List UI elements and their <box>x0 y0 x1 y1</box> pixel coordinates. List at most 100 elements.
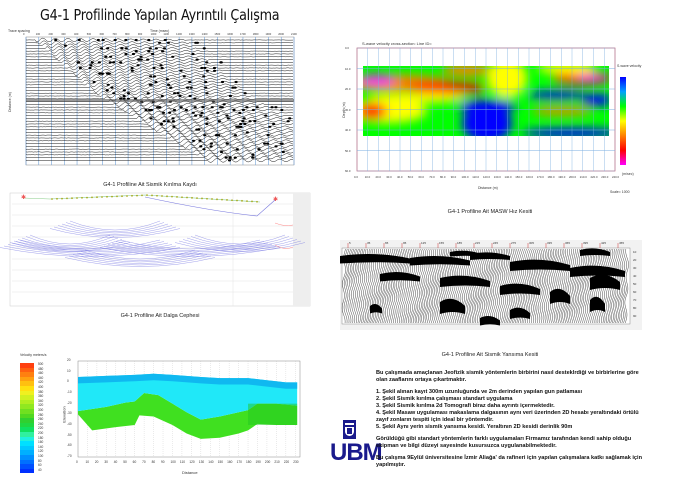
legend-value: 500 <box>38 362 44 366</box>
top-tick-label: 215 <box>475 241 481 245</box>
trace <box>25 107 294 113</box>
velocity-blob <box>367 93 467 103</box>
wiggle-fill <box>233 156 237 159</box>
x-tick-label: 1600 <box>227 33 233 36</box>
right-tick-label: 90 <box>633 314 637 318</box>
wavefront-arc <box>72 254 208 264</box>
legend-swatch <box>20 468 34 474</box>
wavefront-arc <box>49 228 181 238</box>
trace <box>477 248 482 324</box>
legend-value: 420 <box>38 380 44 385</box>
trace <box>557 248 563 324</box>
wiggle-fill <box>120 47 124 50</box>
wiggle-fill <box>241 108 245 112</box>
wavefront-arc <box>178 240 302 251</box>
wavefront-arc <box>57 225 173 235</box>
top-tick-label: 5 <box>349 241 351 245</box>
refractor <box>144 196 276 217</box>
geophone <box>236 199 238 202</box>
x-tick-label: 200 <box>48 33 53 36</box>
description-item: 4. Şekil Masaw uygulaması makaslama dalg… <box>376 410 639 423</box>
wiggle-fill <box>124 52 128 56</box>
masw-caption: G4-1 Profiline Ait MASW Hız Kesiti <box>447 209 533 215</box>
wavefront-arc <box>80 251 200 261</box>
legend-swatch <box>20 399 34 405</box>
x-tick-label: 70.0 <box>429 175 435 179</box>
x-tick-label: 70 <box>142 460 146 464</box>
wiggle-fill <box>105 89 109 92</box>
legend-swatch <box>20 464 34 469</box>
trace <box>577 248 582 324</box>
wiggle-fill <box>264 114 268 117</box>
wiggle-fill <box>63 44 67 47</box>
wiggle-fill <box>161 50 165 53</box>
trace <box>565 248 570 324</box>
wavefront-arc <box>190 236 290 246</box>
top-tick-label: 275 <box>511 241 517 245</box>
wiggle-fill <box>149 108 154 112</box>
geophone <box>196 197 198 200</box>
seismic-y-axis-label: Distance (m) <box>7 92 12 112</box>
wiggle-fill <box>263 142 267 145</box>
trace <box>25 74 294 79</box>
wavefront-arc <box>29 234 111 245</box>
geophone <box>106 195 108 198</box>
wiggle-fill <box>126 92 131 95</box>
tomo-x-axis-label: Distance <box>182 470 198 475</box>
x-tick-label: 20 <box>94 460 99 464</box>
y-tick-label: 0.0 <box>345 46 349 50</box>
wavefront-arc <box>9 242 131 252</box>
wiggle-fill <box>122 94 126 98</box>
x-tick-label: 80 <box>151 460 156 464</box>
y-tick-label: -10 <box>67 390 72 394</box>
masw-plot-title: S-wave velocity cross-section: Line ID= <box>362 41 432 46</box>
x-tick-label: 50 <box>123 460 127 464</box>
trace <box>575 248 581 324</box>
x-tick-label: 300 <box>61 33 66 36</box>
geophone <box>96 196 98 199</box>
trace <box>496 248 501 324</box>
geophone <box>116 195 118 198</box>
geophone <box>171 195 173 198</box>
trace <box>583 248 588 324</box>
legend-value: 60 <box>38 463 42 468</box>
geophone <box>161 195 163 197</box>
geophone <box>211 198 213 200</box>
wiggle-fill <box>112 92 116 95</box>
wiggle-fill <box>172 125 176 128</box>
geophone <box>226 199 228 201</box>
x-tick-label: 210 <box>274 460 280 464</box>
legend-value: 240 <box>38 421 44 426</box>
wiggle-fill <box>205 92 209 95</box>
legend-swatch <box>20 432 34 437</box>
trace <box>25 37 294 43</box>
trace <box>574 248 579 324</box>
wiggle-fill <box>146 58 150 61</box>
wiggle-fill <box>92 80 96 84</box>
legend-value: 100 <box>38 454 44 458</box>
masw-y-axis-label: Depth (m) <box>341 102 346 118</box>
x-tick-label: 120 <box>189 460 195 464</box>
reflector-band <box>440 298 465 314</box>
wavefront-arc <box>119 239 261 250</box>
x-tick-label: 800 <box>125 33 130 36</box>
geophone <box>201 197 203 200</box>
trace <box>25 60 294 65</box>
wiggle-fill <box>257 148 261 151</box>
wiggle-fill <box>279 142 283 145</box>
x-tick-label: 30.0 <box>386 175 392 179</box>
trace <box>619 248 624 324</box>
geophone <box>231 199 233 202</box>
trace <box>493 248 497 324</box>
reflector-band <box>570 265 625 277</box>
reflector-band <box>580 248 610 256</box>
top-tick-label: 425 <box>601 241 607 245</box>
wiggle-fill <box>172 108 177 112</box>
right-tick-label: 10 <box>633 250 637 254</box>
velocity-blob <box>407 82 487 94</box>
reflector-band <box>500 283 540 295</box>
layer-green <box>78 393 298 439</box>
legend-value: 180 <box>38 435 44 440</box>
legend-swatch <box>20 459 34 465</box>
wiggle-fill <box>160 66 164 70</box>
